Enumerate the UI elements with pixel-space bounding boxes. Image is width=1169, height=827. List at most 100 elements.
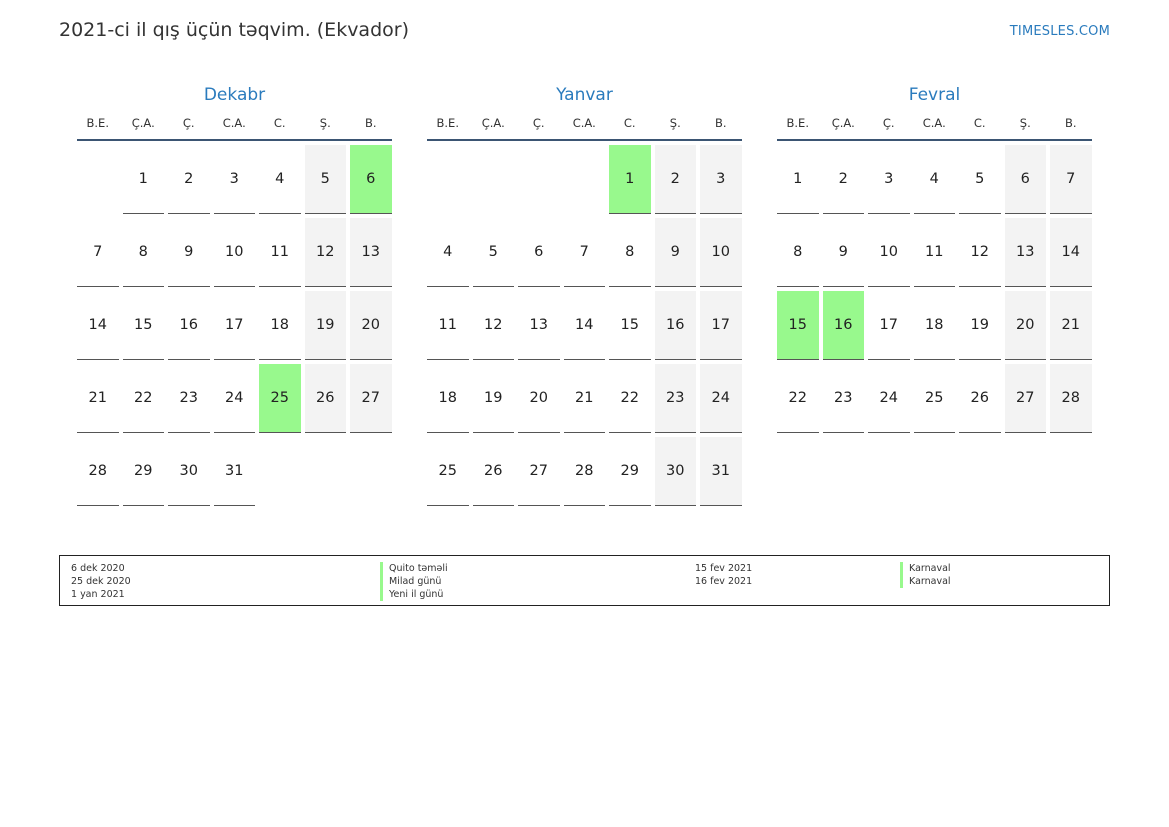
day-cell: 1 xyxy=(777,145,819,214)
day-cell: 20 xyxy=(350,291,392,360)
day-cell: 24 xyxy=(700,364,742,433)
day-cell: 30 xyxy=(654,437,696,506)
weekday-label: B.E. xyxy=(786,116,809,130)
day-cell: 11 xyxy=(259,218,301,287)
holiday-day-cell: 1 xyxy=(609,145,651,214)
legend-holiday-name: Karnaval xyxy=(900,575,951,588)
day-grid: 1 2 3 4 5 6 7 8 9 10 11 12 13 14 15 16 17 18 19 20 21 22 23 24 2… xyxy=(777,145,1092,433)
day-cell: 28 xyxy=(563,437,605,506)
weekday-header: B.E. Ç.A. Ç. C.A. C. Ş. B. xyxy=(77,115,392,141)
day-cell: 5 xyxy=(304,145,346,214)
day-cell: 22 xyxy=(777,364,819,433)
day-cell: 31 xyxy=(700,437,742,506)
day-cell: 15 xyxy=(609,291,651,360)
legend-date: 1 yan 2021 xyxy=(71,589,125,600)
day-cell: 18 xyxy=(427,364,469,433)
legend-date: 6 dek 2020 xyxy=(71,563,125,574)
day-cell: 28 xyxy=(1050,364,1092,433)
day-cell: 9 xyxy=(654,218,696,287)
month-name: Yanvar xyxy=(556,85,613,105)
legend-names-right: Karnaval Karnaval xyxy=(900,562,951,588)
day-cell: 2 xyxy=(654,145,696,214)
day-cell: 3 xyxy=(700,145,742,214)
day-cell: 10 xyxy=(700,218,742,287)
holiday-day-cell: 16 xyxy=(822,291,864,360)
day-cell: 19 xyxy=(304,291,346,360)
day-cell: 6 xyxy=(518,218,560,287)
day-cell: 2 xyxy=(822,145,864,214)
legend-names-left: Quito təməli Milad günü Yeni il günü xyxy=(380,562,448,601)
day-cell: 26 xyxy=(472,437,514,506)
page-title: 2021-ci il qış üçün təqvim. (Ekvador) xyxy=(59,19,409,41)
day-cell: 1 xyxy=(122,145,164,214)
day-cell: 14 xyxy=(1050,218,1092,287)
day-grid: 1 2 3 4 5 6 7 8 9 10 11 12 13 14 15 16 17 18 19 20 21 22 23 24 2… xyxy=(427,145,742,506)
empty-day-cell xyxy=(564,145,606,214)
day-cell: 22 xyxy=(122,364,164,433)
day-cell: 18 xyxy=(259,291,301,360)
weekday-label: B. xyxy=(714,116,727,130)
empty-day-cell xyxy=(77,145,119,214)
day-cell: 7 xyxy=(1050,145,1092,214)
holiday-day-cell: 15 xyxy=(777,291,819,360)
weekday-label: Ç.A. xyxy=(131,116,155,130)
day-cell: 23 xyxy=(654,364,696,433)
day-cell: 30 xyxy=(168,437,210,506)
day-cell: 19 xyxy=(959,291,1001,360)
legend-date: 16 fev 2021 xyxy=(695,576,753,587)
weekday-label: Ç.A. xyxy=(481,116,505,130)
day-cell: 13 xyxy=(1004,218,1046,287)
day-cell: 20 xyxy=(1004,291,1046,360)
day-cell: 5 xyxy=(959,145,1001,214)
day-cell: 3 xyxy=(868,145,910,214)
weekday-header: B.E. Ç.A. Ç. C.A. C. Ş. B. xyxy=(777,115,1092,141)
day-cell: 7 xyxy=(563,218,605,287)
day-cell: 27 xyxy=(1004,364,1046,433)
weekday-label: B. xyxy=(364,116,377,130)
weekday-label: C.A. xyxy=(572,116,596,130)
day-cell: 23 xyxy=(822,364,864,433)
weekday-label: B.E. xyxy=(436,116,459,130)
day-cell: 18 xyxy=(913,291,955,360)
weekday-label: C. xyxy=(623,116,636,130)
weekday-label: B. xyxy=(1064,116,1077,130)
weekday-label: C.A. xyxy=(922,116,946,130)
weekday-label: Ş. xyxy=(319,116,331,130)
day-cell: 21 xyxy=(1050,291,1092,360)
day-cell: 27 xyxy=(350,364,392,433)
day-cell: 21 xyxy=(563,364,605,433)
day-cell: 10 xyxy=(868,218,910,287)
day-cell: 2 xyxy=(168,145,210,214)
day-cell: 7 xyxy=(77,218,119,287)
day-cell: 13 xyxy=(518,291,560,360)
day-cell: 11 xyxy=(913,218,955,287)
legend-holiday-name: Quito təməli xyxy=(380,562,448,575)
day-cell: 12 xyxy=(959,218,1001,287)
day-cell: 23 xyxy=(168,364,210,433)
weekday-label: Ç. xyxy=(182,116,195,130)
day-cell: 4 xyxy=(427,218,469,287)
weekday-label: C. xyxy=(273,116,286,130)
day-cell: 19 xyxy=(472,364,514,433)
day-cell: 10 xyxy=(213,218,255,287)
day-cell: 25 xyxy=(913,364,955,433)
holiday-day-cell: 25 xyxy=(259,364,301,433)
holiday-legend: 6 dek 2020 25 dek 2020 1 yan 2021 Quito … xyxy=(59,555,1110,606)
day-cell: 16 xyxy=(168,291,210,360)
weekday-label: C. xyxy=(973,116,986,130)
site-link[interactable]: TIMESLES.COM xyxy=(1009,24,1110,39)
day-cell: 9 xyxy=(822,218,864,287)
weekday-label: Ç.A. xyxy=(831,116,855,130)
day-cell: 16 xyxy=(654,291,696,360)
day-cell: 8 xyxy=(777,218,819,287)
day-cell: 8 xyxy=(609,218,651,287)
day-cell: 4 xyxy=(913,145,955,214)
day-cell: 26 xyxy=(304,364,346,433)
empty-day-cell xyxy=(427,145,469,214)
day-cell: 17 xyxy=(700,291,742,360)
day-cell: 9 xyxy=(168,218,210,287)
weekday-label: C.A. xyxy=(222,116,246,130)
day-cell: 20 xyxy=(518,364,560,433)
day-cell: 17 xyxy=(868,291,910,360)
